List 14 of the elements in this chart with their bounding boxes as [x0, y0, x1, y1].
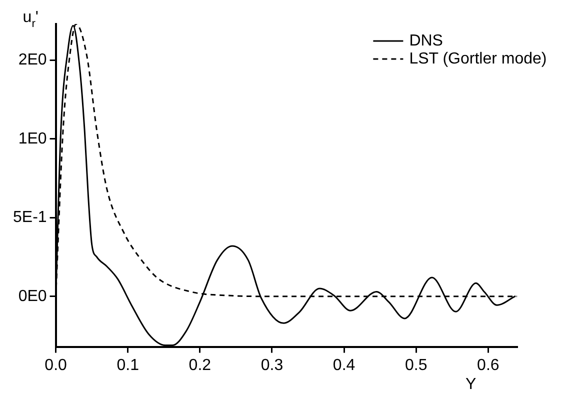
- x-tick-label: 0.4: [332, 356, 356, 374]
- x-tick-label: 0.2: [188, 356, 212, 374]
- legend-label: LST (Gortler mode): [409, 50, 547, 68]
- y-tick-label: 2E0: [18, 52, 47, 69]
- y-tick-label: 1E0: [18, 130, 47, 148]
- y-tick-label: 0E0: [18, 288, 47, 305]
- x-tick-label: 0.3: [260, 356, 284, 374]
- y-tick-label: 5E-1: [13, 209, 47, 226]
- x-tick-label: 0.5: [404, 356, 428, 374]
- x-tick-label: 0.0: [44, 356, 68, 374]
- x-tick-label: 0.1: [116, 356, 140, 374]
- x-axis-title: Y: [466, 376, 477, 393]
- legend-label: DNS: [409, 32, 443, 50]
- x-tick-label: 0.6: [477, 356, 500, 374]
